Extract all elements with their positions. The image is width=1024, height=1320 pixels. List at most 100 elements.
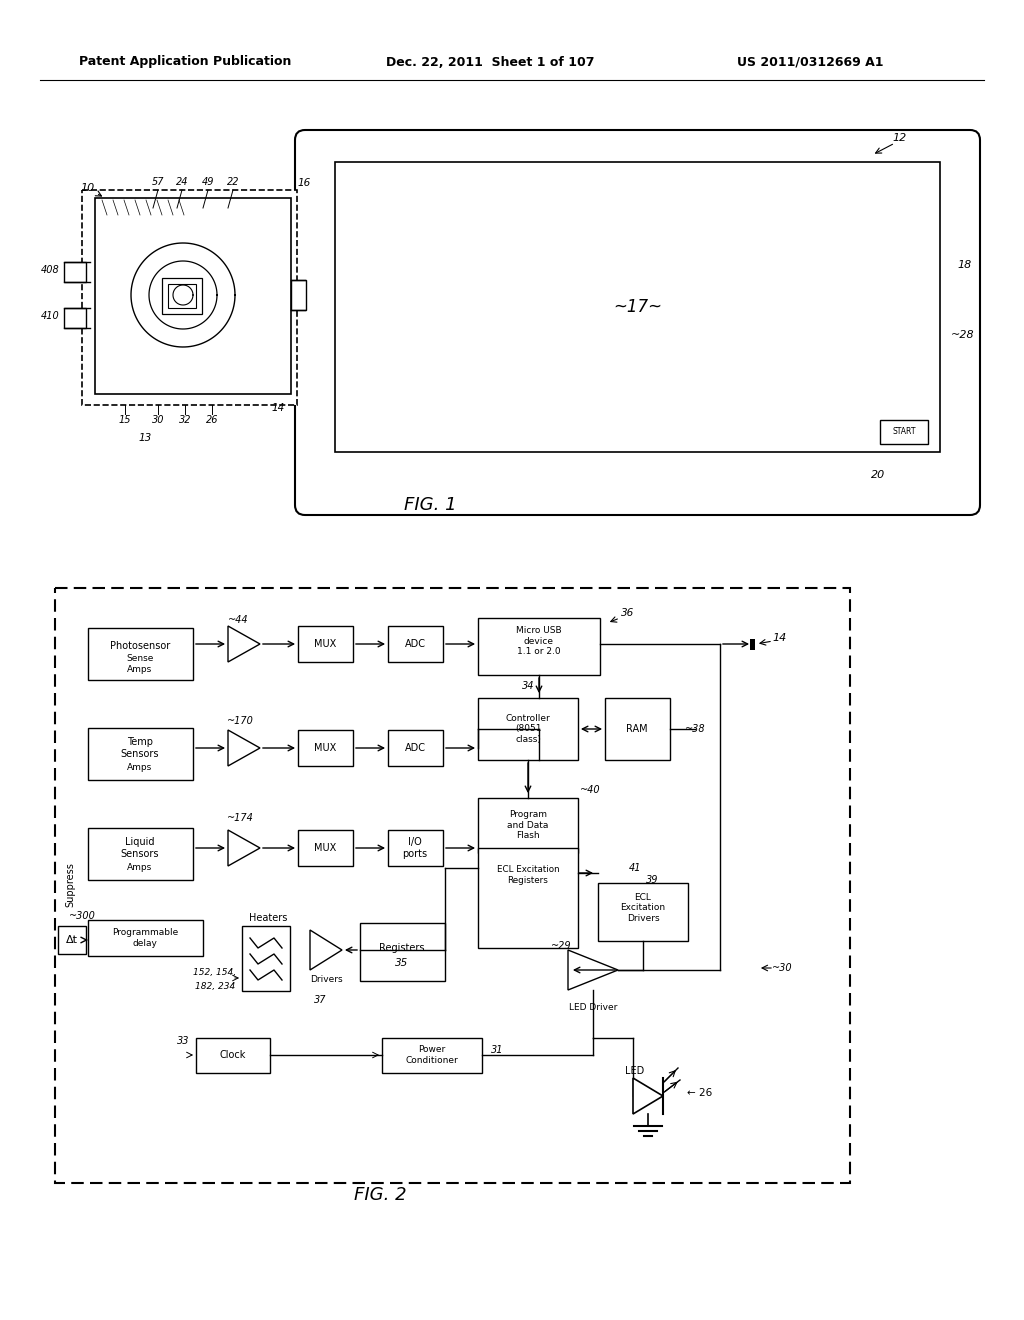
Bar <box>88 628 193 680</box>
Bar <box>880 420 928 444</box>
Text: 32: 32 <box>179 414 191 425</box>
Polygon shape <box>228 830 260 866</box>
Bar <box>298 830 353 866</box>
Text: ~44: ~44 <box>227 615 248 624</box>
Text: ECL
Excitation
Drivers: ECL Excitation Drivers <box>621 894 666 923</box>
Text: Program
and Data
Flash: Program and Data Flash <box>507 810 549 840</box>
Polygon shape <box>228 730 260 766</box>
Bar <box>478 847 578 948</box>
Text: 35: 35 <box>395 958 409 968</box>
Text: ~174: ~174 <box>226 813 253 822</box>
Bar <box>478 799 578 853</box>
Text: Registers: Registers <box>379 942 425 953</box>
Bar <box>335 162 940 451</box>
Text: ~40: ~40 <box>580 785 600 795</box>
Text: ECL Excitation
Registers: ECL Excitation Registers <box>497 866 559 884</box>
Text: Temp
Sensors: Temp Sensors <box>121 737 160 759</box>
Bar <box>388 626 443 663</box>
Text: MUX: MUX <box>314 843 336 853</box>
Text: Liquid
Sensors: Liquid Sensors <box>121 837 160 859</box>
Text: Amps: Amps <box>127 863 153 873</box>
Bar <box>598 883 688 941</box>
Bar <box>58 927 86 954</box>
Bar <box>55 587 850 1183</box>
FancyBboxPatch shape <box>295 129 980 515</box>
Text: 408: 408 <box>41 265 59 275</box>
Text: ← 26: ← 26 <box>687 1088 713 1098</box>
Bar <box>95 198 291 393</box>
Bar <box>242 927 290 991</box>
Text: ADC: ADC <box>404 639 426 649</box>
Bar <box>196 1038 270 1073</box>
Text: 39: 39 <box>646 875 658 884</box>
Bar <box>168 284 196 308</box>
Text: 14: 14 <box>773 634 787 643</box>
Bar <box>478 698 578 760</box>
Bar <box>63 308 86 327</box>
Bar <box>750 639 755 649</box>
Bar <box>63 261 86 282</box>
Text: ~29: ~29 <box>551 941 571 950</box>
Text: ~38: ~38 <box>685 723 706 734</box>
Text: 37: 37 <box>313 995 327 1005</box>
Text: ~170: ~170 <box>226 715 253 726</box>
Bar <box>88 920 203 956</box>
Bar <box>605 698 670 760</box>
Text: 57: 57 <box>152 177 164 187</box>
Text: Micro USB
device
1.1 or 2.0: Micro USB device 1.1 or 2.0 <box>516 626 562 656</box>
Bar <box>88 828 193 880</box>
Text: 10: 10 <box>81 183 95 193</box>
Text: US 2011/0312669 A1: US 2011/0312669 A1 <box>736 55 884 69</box>
Text: Suppress: Suppress <box>65 862 75 907</box>
Text: 26: 26 <box>206 414 218 425</box>
Text: 34: 34 <box>522 681 535 690</box>
Text: 12: 12 <box>893 133 907 143</box>
Text: Patent Application Publication: Patent Application Publication <box>79 55 291 69</box>
Text: Δt: Δt <box>66 935 78 945</box>
Text: Sense
Amps: Sense Amps <box>126 655 154 673</box>
Bar <box>360 923 445 981</box>
Bar <box>388 730 443 766</box>
Text: Amps: Amps <box>127 763 153 772</box>
Text: 41: 41 <box>629 863 641 873</box>
Text: Programmable
delay: Programmable delay <box>112 928 178 948</box>
Bar <box>88 729 193 780</box>
Bar <box>162 279 202 314</box>
Bar <box>382 1038 482 1073</box>
Text: 36: 36 <box>622 609 635 618</box>
Text: ADC: ADC <box>404 743 426 752</box>
Text: Dec. 22, 2011  Sheet 1 of 107: Dec. 22, 2011 Sheet 1 of 107 <box>386 55 594 69</box>
Text: LED Driver: LED Driver <box>568 1002 617 1011</box>
Polygon shape <box>310 931 342 970</box>
Text: Power
Conditioner: Power Conditioner <box>406 1045 459 1065</box>
Bar <box>298 626 353 663</box>
Polygon shape <box>228 626 260 663</box>
Text: Heaters: Heaters <box>249 913 287 923</box>
Text: ~300: ~300 <box>69 911 95 921</box>
Text: LED: LED <box>626 1067 645 1076</box>
Text: 182, 234: 182, 234 <box>195 982 236 990</box>
Text: 152, 154,: 152, 154, <box>194 969 237 978</box>
Text: 49: 49 <box>202 177 214 187</box>
Text: MUX: MUX <box>314 743 336 752</box>
Text: 16: 16 <box>297 178 310 187</box>
Text: ~28: ~28 <box>951 330 975 341</box>
Text: Photosensor: Photosensor <box>110 642 170 651</box>
Text: RAM: RAM <box>627 723 648 734</box>
Bar <box>82 190 297 405</box>
Bar <box>291 280 306 310</box>
Text: Drivers: Drivers <box>309 975 342 985</box>
Text: START: START <box>892 428 915 437</box>
Text: 18: 18 <box>957 260 972 271</box>
Text: 33: 33 <box>177 1036 189 1045</box>
Text: 14: 14 <box>271 403 285 413</box>
Bar <box>298 730 353 766</box>
Text: 30: 30 <box>152 414 164 425</box>
Text: 13: 13 <box>138 433 152 444</box>
Text: Controller
(8051
class): Controller (8051 class) <box>506 714 550 744</box>
Text: 31: 31 <box>490 1045 503 1055</box>
Text: ~30: ~30 <box>772 964 793 973</box>
Text: 22: 22 <box>226 177 240 187</box>
Text: 410: 410 <box>41 312 59 321</box>
Text: I/O
ports: I/O ports <box>402 837 428 859</box>
